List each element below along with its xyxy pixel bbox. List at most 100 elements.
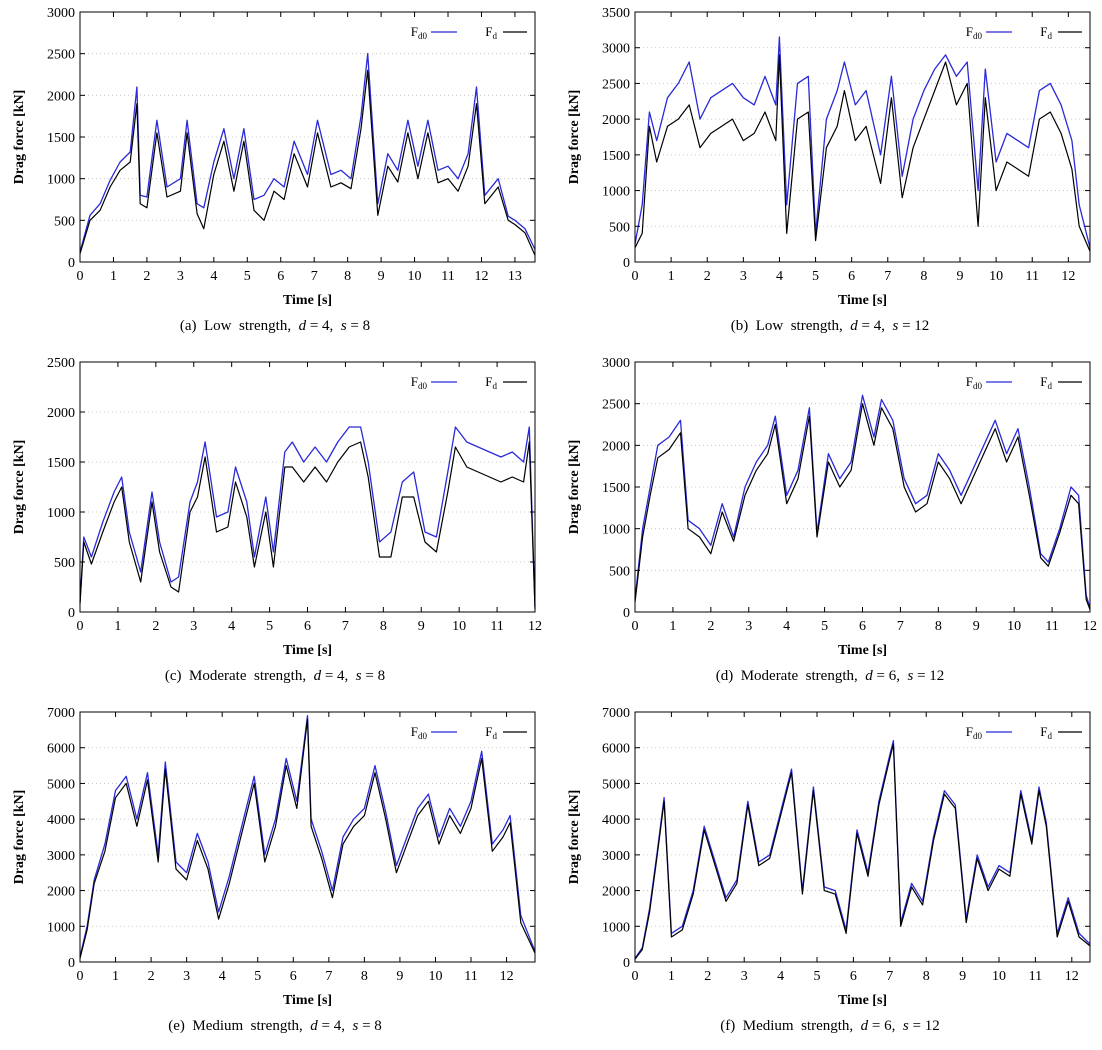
y-tick-label: 1000	[602, 920, 630, 935]
caption-part: s	[907, 668, 914, 684]
x-axis-label: Time [s]	[283, 643, 332, 658]
x-tick-label: 1	[110, 269, 117, 284]
y-tick-label: 3000	[602, 849, 630, 864]
plot-frame	[79, 361, 536, 613]
x-tick-label: 9	[378, 269, 385, 284]
x-tick-label: 12	[1065, 969, 1079, 984]
x-tick-label: 4	[777, 969, 784, 984]
panel-caption-f: (f) Medium strength, d = 6, s = 12	[560, 1018, 1100, 1035]
y-tick-label: 2500	[602, 77, 630, 92]
x-tick-label: 2	[704, 269, 711, 284]
x-tick-label: 1	[114, 619, 121, 634]
caption-part: s	[355, 668, 362, 684]
x-tick-label: 5	[821, 619, 828, 634]
x-tick-label: 7	[342, 619, 349, 634]
x-tick-label: 12	[1083, 619, 1097, 634]
x-tick-label: 5	[254, 969, 261, 984]
y-tick-label: 0	[68, 606, 75, 621]
caption-part: = 8	[358, 1018, 382, 1034]
x-tick-label: 7	[311, 269, 318, 284]
legend-label-fd: Fd	[1040, 374, 1052, 391]
series-line-fd	[634, 54, 1091, 252]
y-tick-label: 1500	[47, 131, 75, 146]
x-axis-label: Time [s]	[838, 643, 887, 658]
caption-part: (d) Moderate strength,	[715, 668, 866, 684]
x-tick-label: 8	[923, 969, 930, 984]
caption-part: = 4,	[857, 318, 893, 334]
caption-part: (e) Medium strength,	[168, 1018, 311, 1034]
x-tick-label: 3	[741, 969, 748, 984]
x-tick-label: 11	[1029, 969, 1042, 984]
x-tick-label: 7	[884, 269, 891, 284]
caption-part: (a) Low strength,	[179, 318, 299, 334]
y-tick-label: 5000	[602, 777, 630, 792]
caption-part: d	[850, 318, 858, 334]
y-tick-label: 2000	[602, 113, 630, 128]
series-line-fd	[79, 718, 536, 959]
series-line-fd	[634, 743, 1091, 960]
x-tick-label: 11	[441, 269, 454, 284]
panel-caption-e: (e) Medium strength, d = 4, s = 8	[5, 1018, 545, 1035]
x-tick-label: 5	[812, 269, 819, 284]
x-tick-label: 1	[669, 619, 676, 634]
y-tick-label: 1500	[602, 481, 630, 496]
x-tick-label: 9	[973, 619, 980, 634]
y-tick-label: 500	[54, 214, 75, 229]
x-tick-label: 11	[1045, 619, 1058, 634]
caption-part: = 4,	[321, 668, 356, 684]
x-axis-label: Time [s]	[838, 293, 887, 308]
y-tick-label: 7000	[47, 706, 75, 721]
y-tick-label: 1000	[47, 173, 75, 188]
x-tick-label: 8	[935, 619, 942, 634]
x-tick-label: 10	[1007, 619, 1021, 634]
x-tick-label: 2	[152, 619, 159, 634]
chart-panel-f: 0 1000 2000 3000 4000 5000 6000 7000 0 1 2 3 4 5 6 7 8 9 1…	[560, 700, 1100, 1045]
y-tick-label: 500	[609, 564, 630, 579]
x-tick-label: 1	[668, 969, 675, 984]
caption-part: = 12	[913, 668, 945, 684]
panel-caption-c: (c) Moderate strength, d = 4, s = 8	[5, 668, 545, 685]
x-tick-label: 11	[490, 619, 503, 634]
panel-caption-b: (b) Low strength, d = 4, s = 12	[560, 318, 1100, 335]
chart-panel-b: 0 500 1000 1500 2000 2500 3000 3500 0 1 2 3 4 5 6 7 8 9 10…	[560, 0, 1100, 345]
y-tick-label: 2000	[602, 885, 630, 900]
x-tick-label: 10	[989, 269, 1003, 284]
caption-part: s	[892, 318, 899, 334]
x-tick-label: 9	[418, 619, 425, 634]
x-tick-label: 5	[244, 269, 251, 284]
y-axis-label: Drag force [kN]	[12, 790, 27, 885]
y-tick-label: 6000	[602, 742, 630, 757]
x-tick-label: 7	[325, 969, 332, 984]
series-line-fd0	[634, 36, 1091, 248]
x-tick-label: 6	[859, 619, 866, 634]
y-tick-label: 2500	[47, 48, 75, 63]
legend-label-fd: Fd	[485, 374, 497, 391]
x-tick-label: 0	[77, 269, 84, 284]
caption-part: d	[298, 318, 307, 334]
x-tick-label: 0	[632, 969, 639, 984]
x-tick-label: 3	[745, 619, 752, 634]
series-line-fd0	[79, 53, 536, 253]
y-tick-label: 3500	[602, 6, 630, 21]
y-axis-label: Drag force [kN]	[12, 440, 27, 535]
series-line-fd	[634, 403, 1091, 610]
y-tick-label: 3000	[47, 849, 75, 864]
x-axis-label: Time [s]	[838, 993, 887, 1008]
y-tick-label: 5000	[47, 777, 75, 792]
legend-label-fd: Fd	[485, 724, 497, 741]
legend-label-fd0: Fd0	[966, 374, 983, 391]
x-tick-label: 8	[344, 269, 351, 284]
x-tick-label: 0	[632, 619, 639, 634]
y-tick-label: 3000	[602, 356, 630, 371]
y-tick-label: 1500	[47, 456, 75, 471]
x-tick-label: 12	[528, 619, 542, 634]
caption-part: = 4,	[317, 1018, 353, 1034]
panel-caption-d: (d) Moderate strength, d = 6, s = 12	[560, 668, 1100, 685]
x-tick-label: 12	[500, 969, 514, 984]
caption-part: = 8	[346, 318, 371, 334]
y-tick-label: 2000	[602, 439, 630, 454]
x-tick-label: 0	[77, 969, 84, 984]
x-tick-label: 12	[474, 269, 488, 284]
y-tick-label: 2000	[47, 885, 75, 900]
